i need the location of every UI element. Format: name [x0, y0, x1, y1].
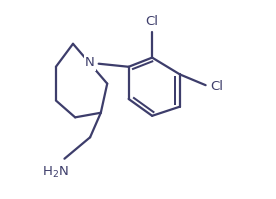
- Text: H$_2$N: H$_2$N: [43, 165, 69, 180]
- Text: Cl: Cl: [146, 16, 159, 28]
- Text: N: N: [85, 57, 95, 69]
- Text: Cl: Cl: [210, 80, 223, 93]
